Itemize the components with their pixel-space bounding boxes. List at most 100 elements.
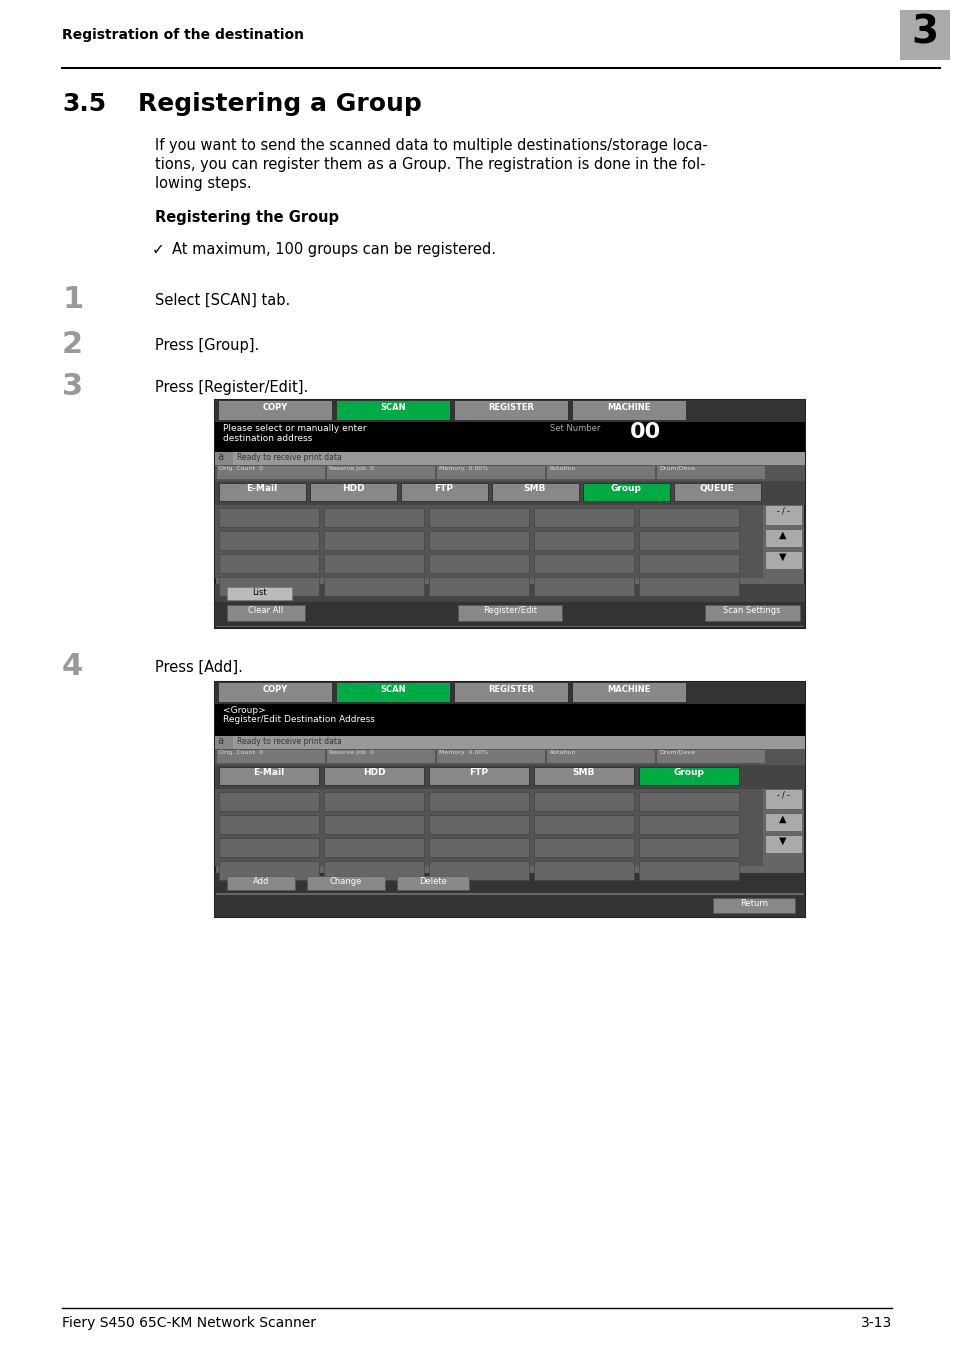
- Bar: [227, 587, 292, 600]
- Bar: [764, 790, 801, 808]
- Text: Drum/Deve: Drum/Deve: [659, 466, 695, 470]
- Bar: [429, 508, 529, 527]
- Bar: [457, 604, 561, 621]
- Bar: [764, 529, 801, 548]
- Bar: [216, 750, 325, 763]
- Text: If you want to send the scanned data to multiple destinations/storage loca-: If you want to send the scanned data to …: [154, 138, 707, 153]
- Bar: [219, 531, 318, 550]
- Bar: [534, 792, 634, 811]
- Text: ▲: ▲: [779, 530, 786, 539]
- Text: E-Mail: E-Mail: [253, 768, 284, 777]
- Bar: [534, 815, 634, 834]
- Bar: [324, 508, 423, 527]
- Text: Return: Return: [740, 899, 767, 909]
- Bar: [219, 508, 318, 527]
- Text: Clear All: Clear All: [248, 606, 283, 615]
- Bar: [219, 815, 318, 834]
- Bar: [899, 9, 949, 59]
- Bar: [324, 815, 423, 834]
- Text: COPY: COPY: [262, 685, 287, 694]
- Bar: [324, 838, 423, 857]
- Text: 2: 2: [62, 330, 83, 360]
- Bar: [219, 483, 306, 502]
- Bar: [534, 577, 634, 596]
- Bar: [639, 577, 739, 596]
- Bar: [639, 554, 739, 573]
- Text: Memory  0.00%: Memory 0.00%: [438, 750, 488, 754]
- Text: At maximum, 100 groups can be registered.: At maximum, 100 groups can be registered…: [172, 242, 496, 257]
- Bar: [764, 506, 801, 525]
- Text: 3-13: 3-13: [860, 1315, 891, 1330]
- Bar: [546, 750, 655, 763]
- Bar: [219, 861, 318, 880]
- Text: 00: 00: [629, 422, 660, 442]
- Text: Register/Edit: Register/Edit: [482, 606, 537, 615]
- Text: Reserve Job  0: Reserve Job 0: [329, 750, 374, 754]
- Text: Ready to receive print data: Ready to receive print data: [236, 453, 341, 462]
- Text: Group: Group: [610, 484, 640, 493]
- Bar: [324, 767, 423, 786]
- Bar: [219, 838, 318, 857]
- Text: Ready to receive print data: Ready to receive print data: [236, 737, 341, 746]
- Bar: [233, 735, 804, 749]
- Text: Press [Group].: Press [Group].: [154, 338, 259, 353]
- Bar: [214, 790, 762, 867]
- Bar: [429, 815, 529, 834]
- Text: 4: 4: [62, 652, 83, 681]
- Bar: [455, 683, 567, 702]
- Bar: [216, 466, 325, 479]
- Bar: [214, 895, 804, 917]
- Text: destination address: destination address: [223, 434, 312, 443]
- Text: Delete: Delete: [418, 877, 446, 886]
- Text: ▼: ▼: [779, 836, 786, 846]
- Text: Select [SCAN] tab.: Select [SCAN] tab.: [154, 293, 290, 308]
- Text: <Group>: <Group>: [223, 706, 266, 715]
- Bar: [233, 452, 804, 465]
- Text: Press [Register/Edit].: Press [Register/Edit].: [154, 380, 308, 395]
- Text: Registration of the destination: Registration of the destination: [62, 28, 304, 42]
- Bar: [429, 838, 529, 857]
- Text: 3: 3: [910, 14, 938, 51]
- Bar: [673, 483, 760, 502]
- Bar: [219, 554, 318, 573]
- Text: ✓: ✓: [152, 242, 165, 257]
- Bar: [639, 508, 739, 527]
- Bar: [214, 704, 804, 735]
- Bar: [704, 604, 800, 621]
- Bar: [214, 681, 804, 917]
- Bar: [639, 815, 739, 834]
- Text: a: a: [216, 735, 223, 746]
- Text: Memory  0.00%: Memory 0.00%: [438, 466, 488, 470]
- Text: Fiery S450 65C-KM Network Scanner: Fiery S450 65C-KM Network Scanner: [62, 1315, 315, 1330]
- Bar: [327, 750, 435, 763]
- Bar: [436, 466, 544, 479]
- Bar: [310, 483, 396, 502]
- Bar: [429, 531, 529, 550]
- Bar: [324, 861, 423, 880]
- Bar: [327, 466, 435, 479]
- Bar: [214, 400, 804, 422]
- Bar: [657, 750, 764, 763]
- Bar: [534, 767, 634, 786]
- Text: lowing steps.: lowing steps.: [154, 176, 252, 191]
- Bar: [227, 876, 294, 890]
- Bar: [400, 483, 488, 502]
- Bar: [219, 577, 318, 596]
- Bar: [455, 402, 567, 420]
- Bar: [492, 483, 578, 502]
- Text: Change: Change: [330, 877, 362, 886]
- Bar: [429, 577, 529, 596]
- Text: COPY: COPY: [262, 403, 287, 412]
- Bar: [764, 813, 801, 831]
- Bar: [214, 584, 804, 602]
- Text: Reserve Job  0: Reserve Job 0: [329, 466, 374, 470]
- Bar: [219, 402, 332, 420]
- Bar: [214, 749, 804, 765]
- Bar: [214, 400, 804, 627]
- Text: Orig. Count  0: Orig. Count 0: [219, 750, 263, 754]
- Bar: [429, 554, 529, 573]
- Bar: [219, 792, 318, 811]
- Text: a: a: [216, 452, 223, 462]
- Text: ▲: ▲: [779, 814, 786, 823]
- Bar: [214, 602, 804, 626]
